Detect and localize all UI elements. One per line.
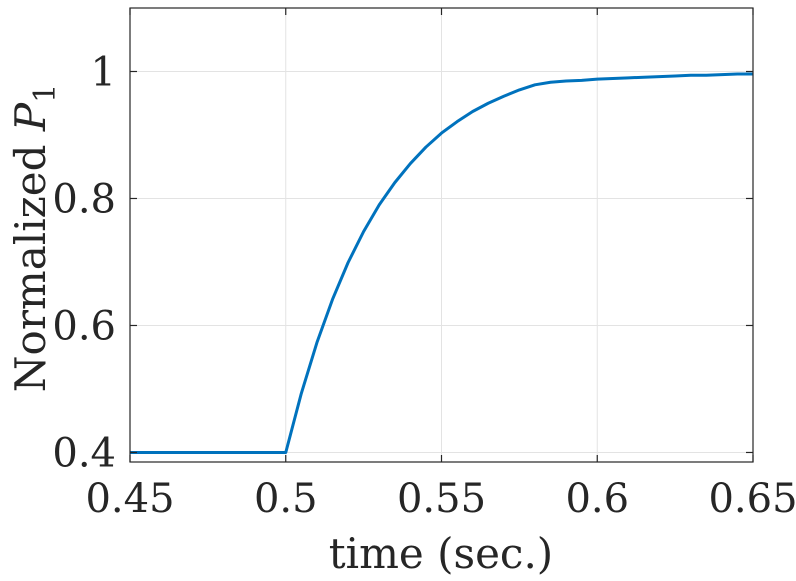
tick-labels: 0.45 0.5 0.55 0.6 0.65 0.4 0.6 0.8 1	[52, 49, 796, 522]
x-tick-label: 0.5	[254, 476, 318, 522]
y-tick-label: 0.4	[52, 430, 116, 476]
x-tick-label: 0.45	[85, 476, 174, 522]
y-axis-label: Normalized P1	[6, 84, 63, 392]
y-tick-label: 1	[91, 49, 116, 95]
series-line	[130, 72, 753, 454]
y-axis-label-text: Normalized	[6, 131, 55, 392]
axes	[129, 7, 754, 463]
x-tick-label: 0.65	[708, 476, 796, 522]
y-axis-label-symbol: P	[6, 102, 55, 132]
y-tick-label: 0.6	[52, 303, 116, 349]
series-layer	[130, 72, 753, 454]
x-tick-label: 0.6	[565, 476, 629, 522]
y-axis-label-subscript: 1	[28, 84, 63, 103]
x-tick-label: 0.55	[397, 476, 486, 522]
x-axis-label: time (sec.)	[329, 529, 553, 578]
y-tick-label: 0.8	[52, 176, 116, 222]
